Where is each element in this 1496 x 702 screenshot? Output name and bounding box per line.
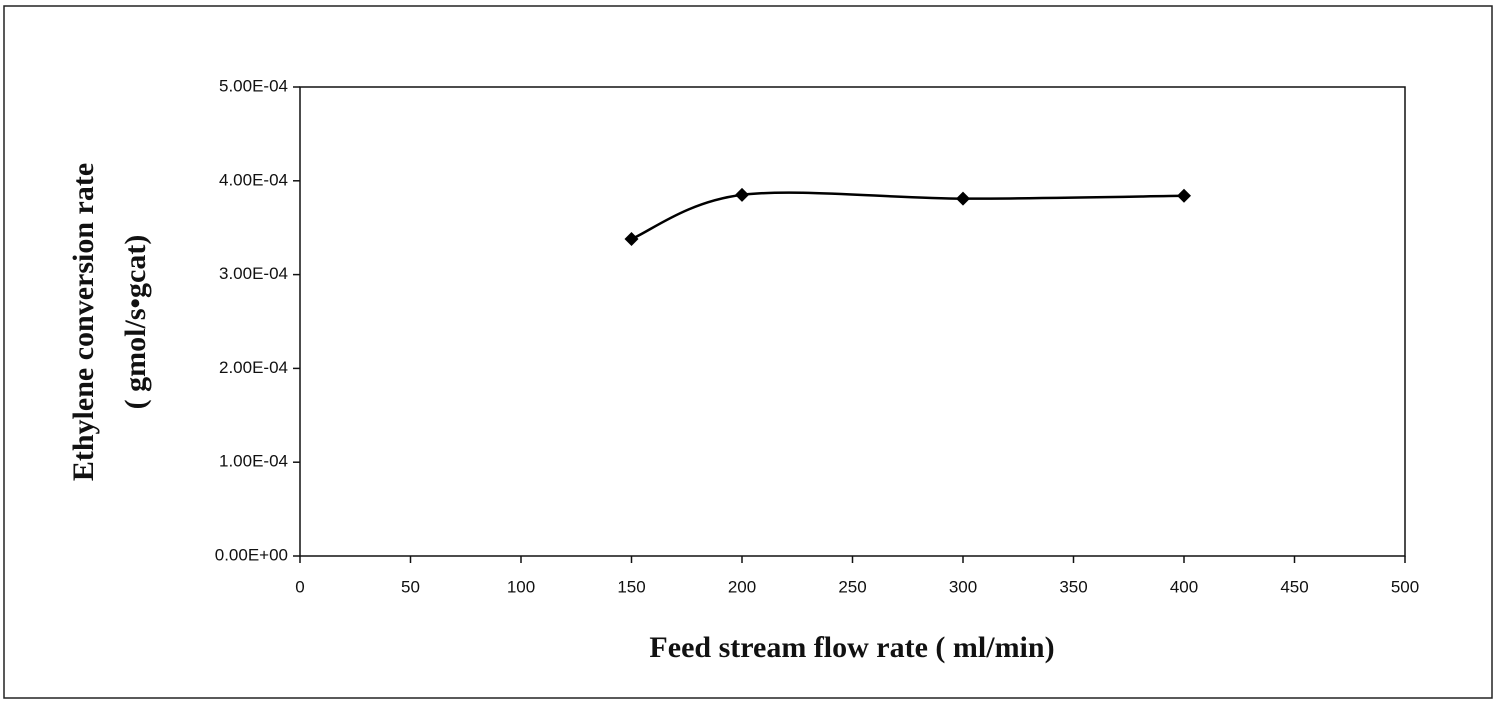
y-tick-label: 3.00E-04 [219, 264, 288, 283]
x-tick-label: 50 [401, 577, 420, 596]
x-tick-label: 250 [838, 577, 866, 596]
x-tick-label: 0 [295, 577, 304, 596]
y-tick-label: 2.00E-04 [219, 358, 288, 377]
data-point [624, 231, 639, 246]
y-tick-label: 0.00E+00 [215, 545, 288, 564]
y-tick-label: 4.00E-04 [219, 170, 288, 189]
x-tick-label: 500 [1391, 577, 1419, 596]
series-line [631, 191, 1185, 241]
x-tick-label: 400 [1170, 577, 1198, 596]
y-axis-title-line: Ethylene conversion rate [67, 163, 100, 481]
x-tick-label: 150 [617, 577, 645, 596]
data-point [956, 191, 970, 206]
y-tick-label: 5.00E-04 [219, 76, 288, 95]
plot-area [299, 86, 1406, 557]
x-tick-label: 300 [949, 577, 977, 596]
data-point [1177, 188, 1191, 203]
y-axis-title-line: ( gmol/s•gcat) [119, 235, 152, 410]
frame [3, 5, 1493, 699]
x-tick-label: 350 [1059, 577, 1087, 596]
x-axis-title: Feed stream flow rate ( ml/min) [649, 631, 1054, 664]
data-point [735, 187, 749, 202]
x-tick-label: 200 [728, 577, 756, 596]
x-tick-label: 450 [1280, 577, 1308, 596]
y-tick-label: 1.00E-04 [219, 452, 288, 471]
y-axis-title: Ethylene conversion rate ( gmol/s•gcat) [67, 163, 152, 481]
x-tick-label: 100 [507, 577, 535, 596]
